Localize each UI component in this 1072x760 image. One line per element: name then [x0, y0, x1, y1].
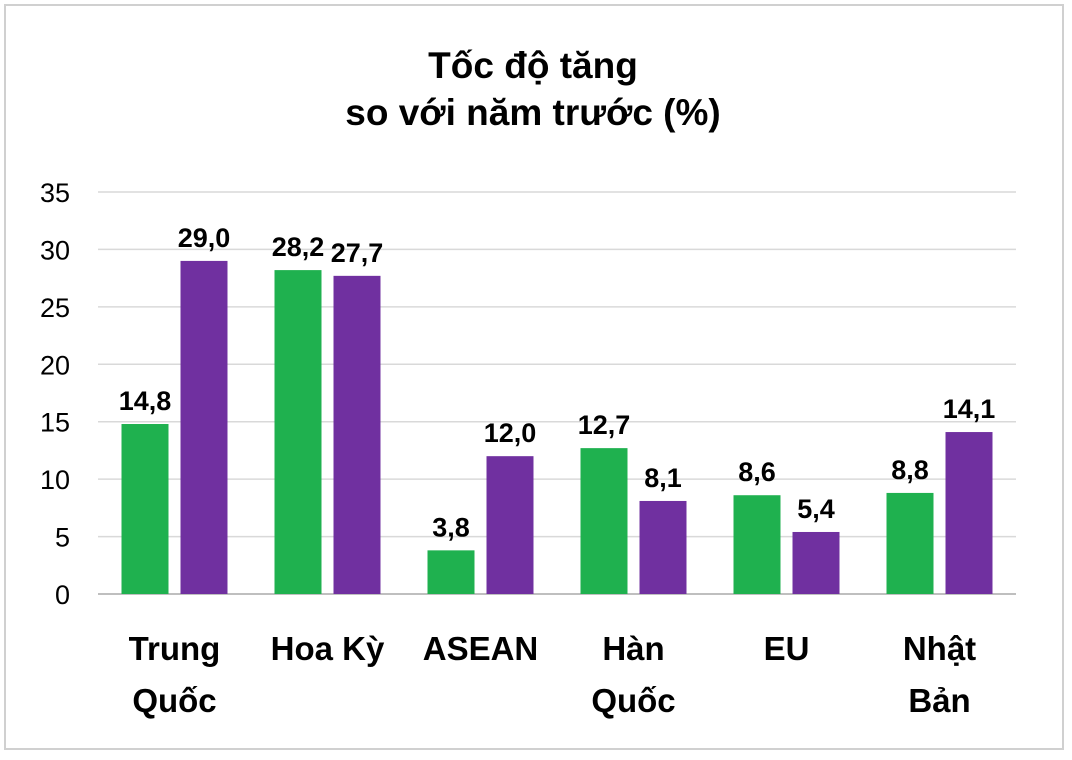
y-tick-label: 15 — [40, 408, 70, 438]
y-tick-label: 20 — [40, 350, 70, 380]
x-category-label: Trung — [129, 630, 221, 667]
x-category-label: EU — [764, 630, 810, 667]
y-tick-label: 25 — [40, 293, 70, 323]
data-labels: 14,8 29,0 28,2 27,7 3,8 12,0 12,7 8,1 8,6 5,4 8,8 1… — [119, 223, 996, 542]
y-axis-ticks: 0 5 10 15 20 25 30 35 — [40, 178, 70, 610]
x-category-label: Quốc — [132, 682, 216, 719]
data-label: 28,2 — [272, 232, 325, 262]
x-category-label: ASEAN — [423, 630, 539, 667]
bar-3-series-1 — [639, 500, 687, 594]
y-tick-label: 10 — [40, 465, 70, 495]
x-category-label: Bản — [908, 682, 970, 719]
bar-1-series-0 — [274, 270, 322, 594]
y-tick-label: 35 — [40, 178, 70, 208]
data-label: 12,7 — [578, 410, 631, 440]
chart-title-line-2: so với năm trước (%) — [345, 92, 720, 133]
data-label: 27,7 — [331, 238, 384, 268]
x-category-label: Nhật — [903, 630, 976, 667]
gridlines — [98, 191, 1016, 595]
data-label: 14,8 — [119, 386, 172, 416]
data-label: 8,8 — [891, 455, 929, 485]
x-category-label: Hàn — [602, 630, 664, 667]
bar-5-series-1 — [945, 432, 993, 594]
data-label: 3,8 — [432, 512, 470, 542]
bar-1-series-1 — [333, 275, 381, 594]
chart-title-line-1: Tốc độ tăng — [428, 45, 638, 86]
bars — [121, 260, 993, 594]
data-label: 8,6 — [738, 457, 776, 487]
bar-4-series-0 — [733, 495, 781, 594]
bar-2-series-0 — [427, 550, 475, 594]
y-tick-label: 30 — [40, 235, 70, 265]
bar-3-series-0 — [580, 448, 628, 594]
bar-5-series-0 — [886, 492, 934, 594]
data-label: 8,1 — [644, 463, 682, 493]
data-label: 5,4 — [797, 494, 835, 524]
y-tick-label: 0 — [55, 580, 70, 610]
data-label: 14,1 — [943, 394, 996, 424]
x-category-label: Quốc — [591, 682, 675, 719]
bar-2-series-1 — [486, 456, 534, 594]
data-label: 12,0 — [484, 418, 537, 448]
bar-0-series-1 — [180, 260, 228, 594]
data-label: 29,0 — [178, 223, 231, 253]
y-tick-label: 5 — [55, 523, 70, 553]
x-axis-labels: Trung Quốc Hoa Kỳ ASEAN Hàn Quốc EU Nhật Bản — [129, 630, 977, 719]
bar-0-series-0 — [121, 424, 169, 594]
x-category-label: Hoa Kỳ — [271, 630, 385, 667]
bar-4-series-1 — [792, 531, 840, 594]
